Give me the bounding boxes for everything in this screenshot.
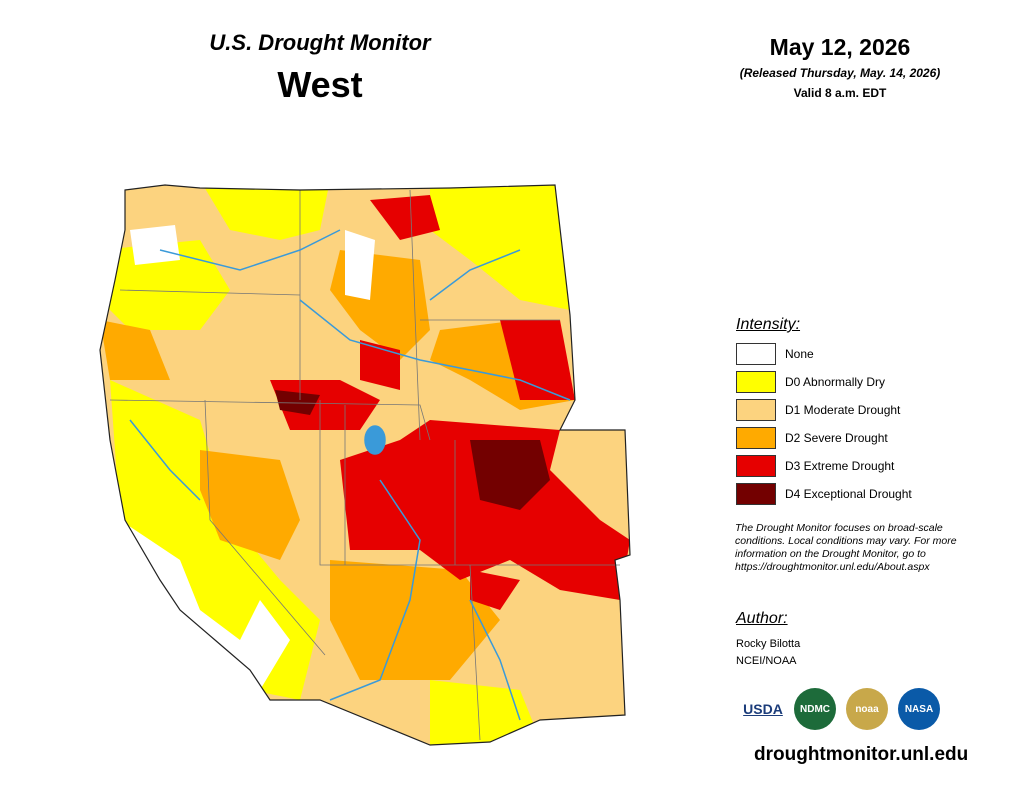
author-line: Rocky Bilotta (736, 638, 801, 650)
author-line: NCEI/NOAA (736, 655, 797, 667)
note-line: The Drought Monitor focuses on broad-sca… (735, 522, 943, 534)
region: West (277, 64, 363, 105)
legend-label: D3 Extreme Drought (785, 459, 895, 473)
area (270, 195, 630, 610)
title: U.S. Drought Monitor (209, 30, 431, 55)
legend-swatch (736, 427, 776, 449)
legend-title: Intensity: (736, 316, 801, 333)
logo: NASA (898, 688, 940, 730)
legend-label: D2 Severe Drought (785, 431, 888, 445)
valid-time: Valid 8 a.m. EDT (793, 86, 887, 100)
author: Rocky Bilotta NCEI/NOAA (736, 636, 800, 670)
date: May 12, 2026 (769, 34, 911, 60)
rivers (129, 229, 571, 721)
legend-label: None (785, 347, 814, 361)
note-line: conditions. Local conditions may vary. F… (735, 535, 957, 547)
legend-swatch (736, 343, 776, 365)
map-outline (99, 184, 631, 746)
drought-areas (100, 185, 630, 745)
logo: NDMC (794, 688, 836, 730)
logo: noaa (846, 688, 888, 730)
map (99, 184, 631, 746)
area (275, 390, 550, 510)
state-borders (109, 189, 620, 741)
author-title: Author: (736, 610, 788, 627)
website[interactable]: droughtmonitor.unl.edu (754, 744, 969, 765)
legend-label: D4 Exceptional Drought (785, 487, 912, 501)
note: The Drought Monitor focuses on broad-sca… (735, 522, 957, 574)
area (100, 185, 570, 745)
area (120, 225, 375, 690)
legend-swatch (736, 371, 776, 393)
note-line: https://droughtmonitor.unl.edu/About.asp… (735, 561, 930, 573)
release-date: (Released Thursday, May. 14, 2026) (739, 66, 941, 80)
legend-label: D1 Moderate Drought (785, 403, 901, 417)
note-line: information on the Drought Monitor, go t… (735, 548, 926, 560)
legend-swatch (736, 455, 776, 477)
legend-swatch (736, 483, 776, 505)
logo: USDA (743, 701, 783, 717)
legend-swatch (736, 399, 776, 421)
legend-label: D0 Abnormally Dry (785, 375, 886, 389)
